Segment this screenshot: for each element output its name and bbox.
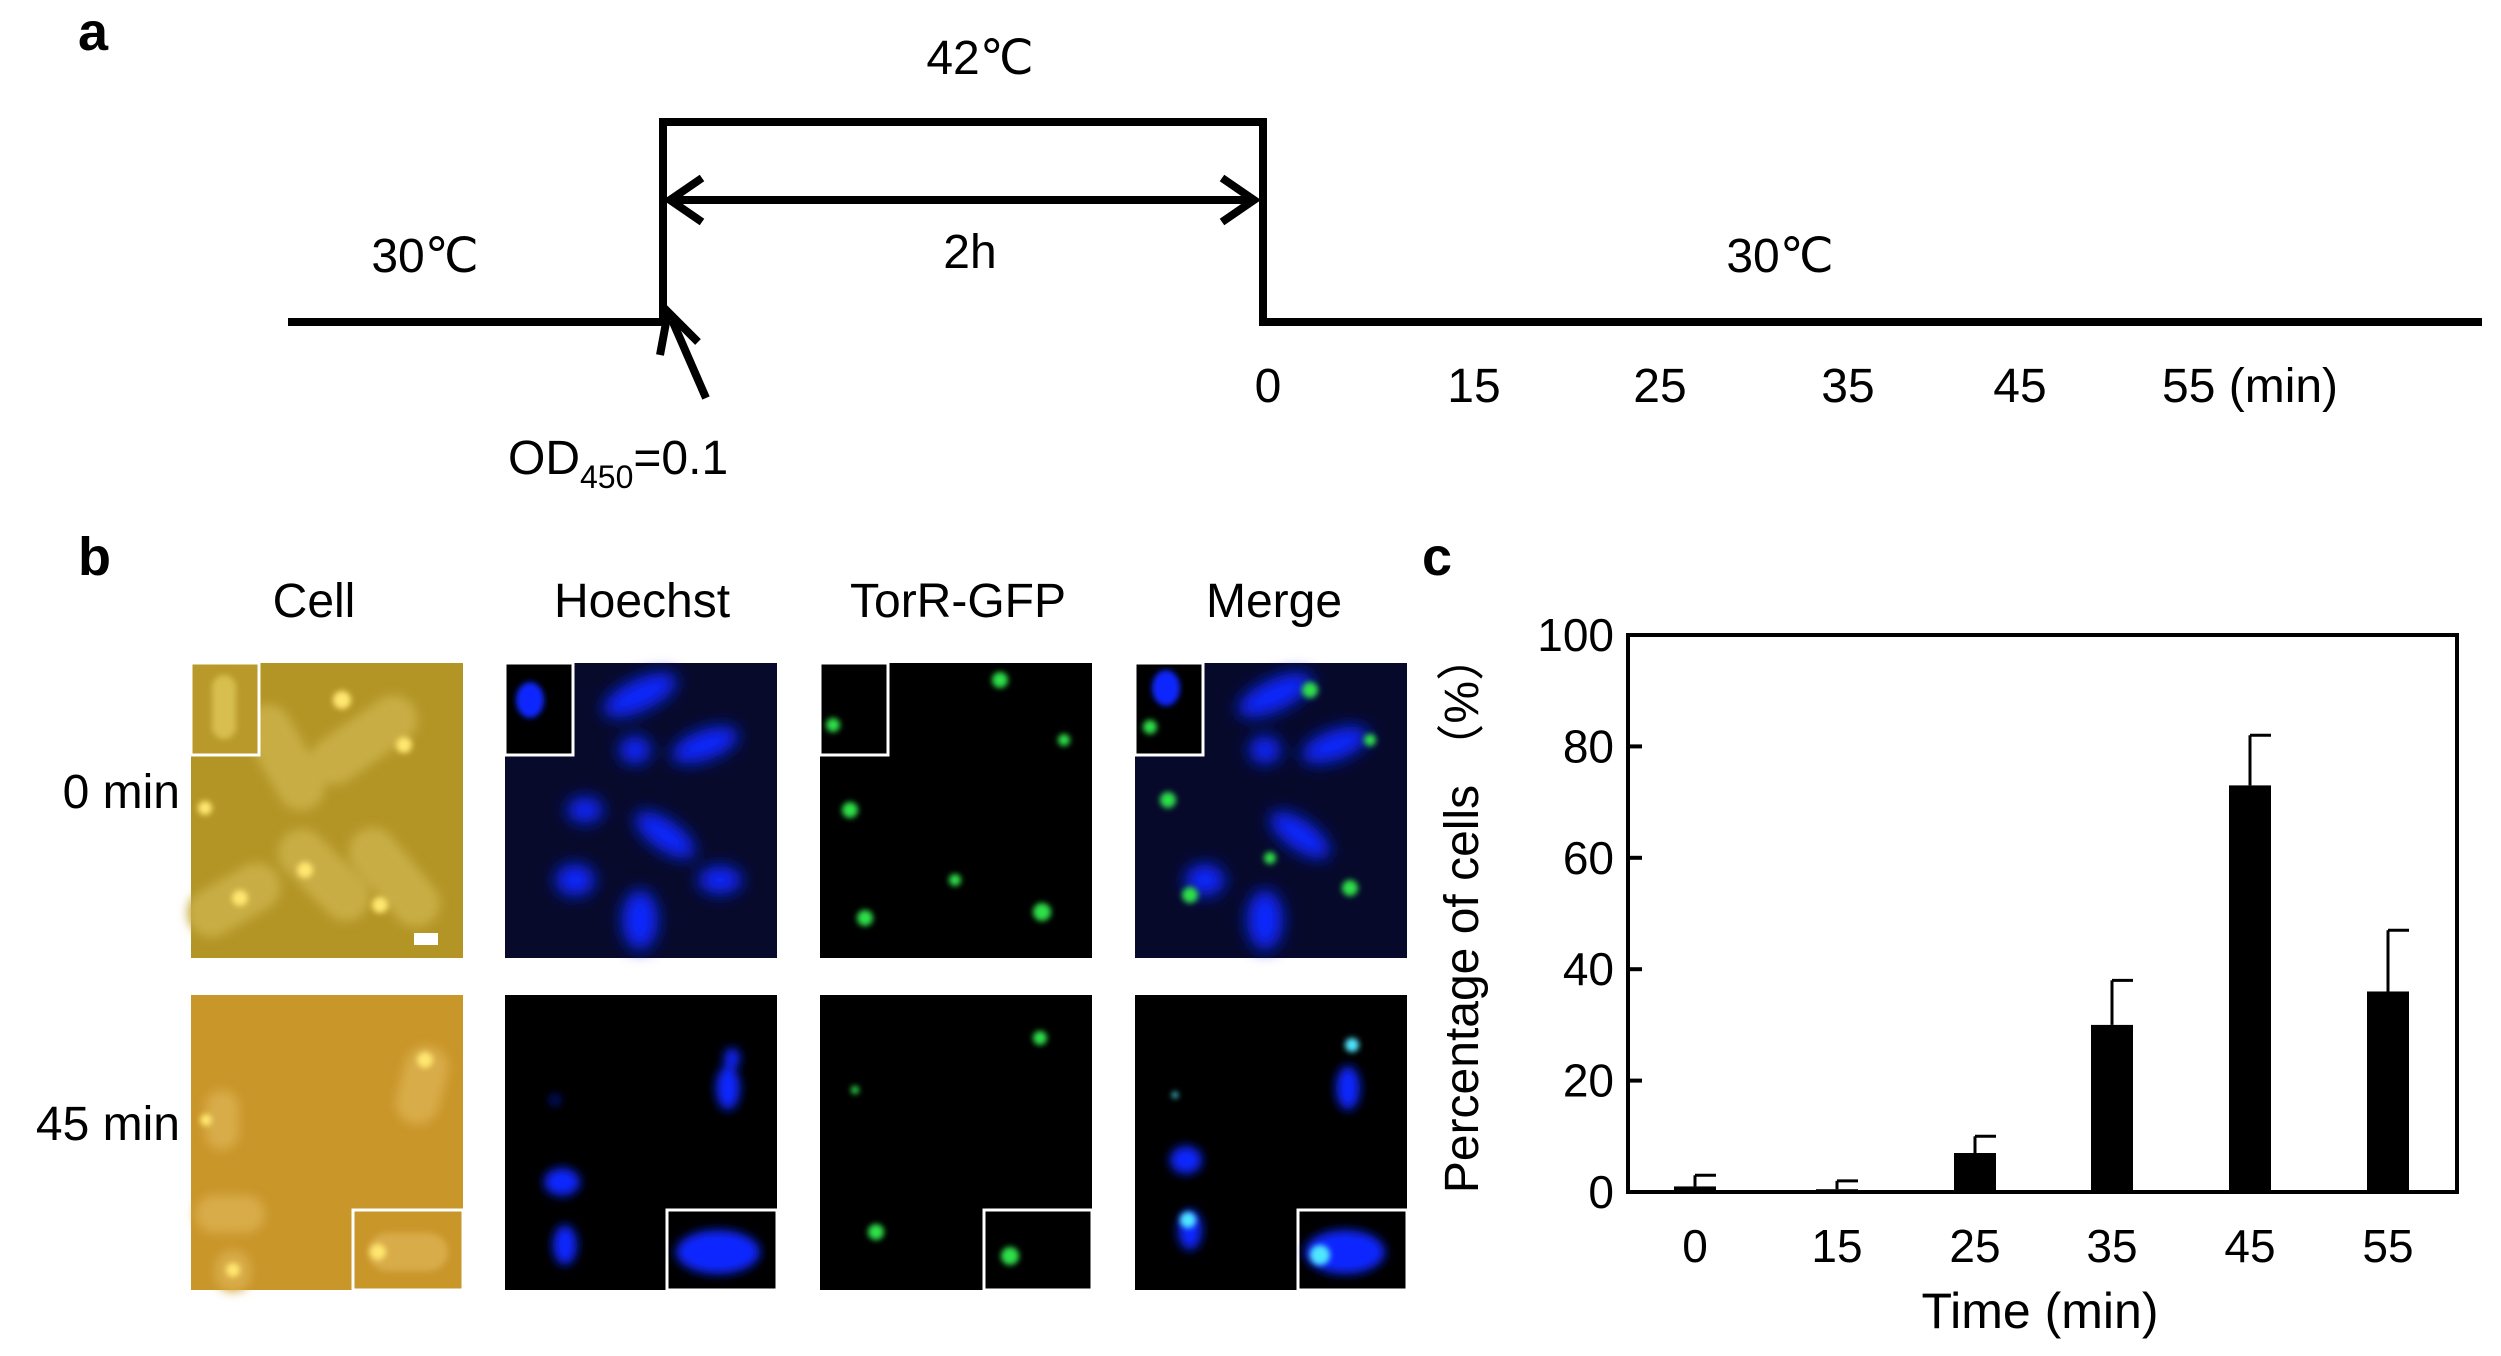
y-tick-label: 20 xyxy=(1563,1055,1614,1107)
panel-b: b Cell Hoechst TorR-GFP Merge 0 min 45 m… xyxy=(36,527,1409,1292)
panel-a-label: a xyxy=(78,2,109,62)
column-header-cell: Cell xyxy=(273,575,356,628)
bar xyxy=(2091,1024,2133,1192)
timepoint-label: 35 xyxy=(1821,360,1874,413)
od-label: OD450=0.1 xyxy=(508,432,728,495)
inoculation-arrow xyxy=(656,303,710,400)
timepoint-labels: 0 15 25 35 45 55 (min) xyxy=(1255,360,2338,413)
y-tick-label: 0 xyxy=(1588,1166,1614,1218)
x-tick-label: 25 xyxy=(1949,1220,2000,1272)
timepoint-label: 0 xyxy=(1255,360,1282,413)
panel-b-label: b xyxy=(78,527,111,587)
y-axis: 0 20 40 60 80 100 xyxy=(1537,609,1642,1218)
temperature-timeline xyxy=(288,118,2482,326)
duration-label: 2h xyxy=(943,226,996,279)
micrograph-gfp-0min xyxy=(818,661,1092,958)
panel-c: c 0 20 40 60 80 100 0 15 25 35 45 55 Time (min) Pe… xyxy=(1422,527,2459,1339)
micrograph-merge-0min xyxy=(1133,661,1407,958)
timepoint-label: 55 (min) xyxy=(2162,360,2338,413)
x-tick-label: 35 xyxy=(2086,1220,2137,1272)
micrograph-merge-45min xyxy=(1135,995,1409,1292)
bar xyxy=(1816,1189,1858,1192)
y-tick-label: 60 xyxy=(1563,832,1614,884)
column-header-torr-gfp: TorR-GFP xyxy=(850,575,1066,628)
row-label-0min: 0 min xyxy=(63,766,180,819)
x-tick-label: 45 xyxy=(2224,1220,2275,1272)
bar xyxy=(1954,1153,1996,1192)
x-tick-label: 55 xyxy=(2362,1220,2413,1272)
y-tick-label: 100 xyxy=(1537,609,1614,661)
x-axis-label: Time (min) xyxy=(1921,1283,2158,1339)
micrograph-hoechst-0min xyxy=(503,661,777,958)
y-tick-label: 80 xyxy=(1563,720,1614,772)
timepoint-label: 25 xyxy=(1633,360,1686,413)
bar xyxy=(2367,991,2409,1192)
x-axis: 0 15 25 35 45 55 xyxy=(1682,1220,2413,1272)
micrograph-gfp-45min xyxy=(820,995,1094,1292)
bar xyxy=(2229,785,2271,1192)
panel-a: a 42℃ 2h 30℃ 30℃ OD450=0.1 0 15 25 35 45… xyxy=(78,2,2482,495)
panel-c-label: c xyxy=(1422,527,1452,587)
bar-series xyxy=(1674,733,2409,1192)
od-subscript: 450 xyxy=(580,459,633,495)
od-text: OD xyxy=(508,432,580,485)
micrograph-hoechst-45min xyxy=(505,995,779,1292)
y-axis-label: Percentage of cells （%） xyxy=(1436,633,1489,1193)
temp-high-label: 42℃ xyxy=(926,32,1033,85)
column-header-merge: Merge xyxy=(1206,575,1342,628)
temp-left-label: 30℃ xyxy=(371,230,478,283)
plot-frame xyxy=(1626,633,2459,1194)
y-tick-label: 40 xyxy=(1563,943,1614,995)
timepoint-label: 15 xyxy=(1447,360,1500,413)
x-tick-label: 15 xyxy=(1811,1220,1862,1272)
micrograph-cell-0min xyxy=(187,661,463,958)
timepoint-label: 45 xyxy=(1993,360,2046,413)
column-header-hoechst: Hoechst xyxy=(554,575,730,628)
row-label-45min: 45 min xyxy=(36,1098,180,1151)
bar xyxy=(1674,1186,1716,1192)
temp-right-label: 30℃ xyxy=(1726,230,1833,283)
micrograph-cell-45min xyxy=(191,995,465,1292)
od-value: =0.1 xyxy=(633,432,728,485)
x-tick-label: 0 xyxy=(1682,1220,1708,1272)
duration-arrow xyxy=(662,174,1262,226)
